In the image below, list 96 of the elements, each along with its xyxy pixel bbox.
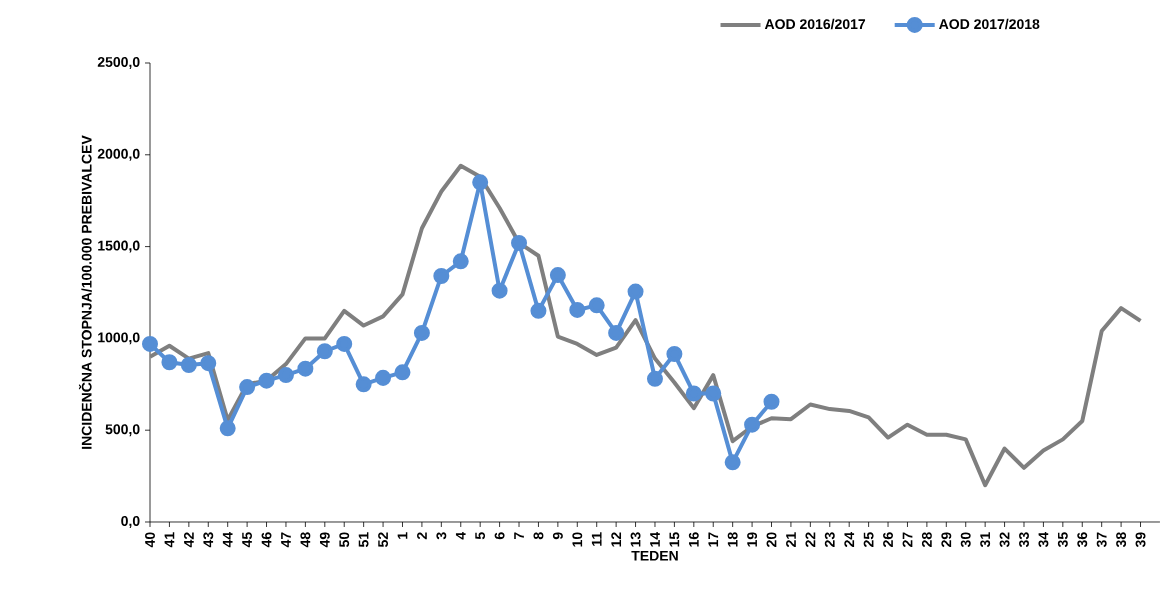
point [161, 354, 178, 371]
x-tick-label: 9 [552, 532, 563, 540]
x-tick-label: 7 [514, 532, 524, 540]
x-tick-label: 33 [1019, 532, 1029, 548]
point [511, 234, 528, 251]
x-tick-label: 41 [164, 532, 175, 548]
x-tick-label: 30 [960, 532, 971, 548]
x-tick-label: 22 [805, 532, 816, 547]
point [375, 369, 392, 386]
point [685, 385, 702, 402]
point [549, 267, 566, 284]
x-tick-label: 15 [669, 532, 680, 547]
point [142, 335, 158, 352]
x-tick-label: 21 [786, 532, 796, 547]
x-tick-label: 49 [319, 532, 330, 548]
point [530, 302, 547, 319]
point [608, 324, 625, 341]
x-tick-label: 40 [145, 532, 155, 548]
x-tick-label: 39 [1135, 532, 1146, 548]
x-tick-label: 11 [591, 532, 602, 546]
x-tick-label: 36 [1077, 532, 1088, 548]
x-tick-label: 1 [397, 532, 408, 539]
y-tick-label: 0,0 [121, 516, 140, 528]
y-tick-label: 1000,0 [98, 332, 140, 345]
legend-label: AOD 2016/2017 [764, 18, 866, 30]
y-axis-title: INCIDENČNA STOPNJA/100.000 PREBIVALCEV [78, 135, 92, 449]
x-axis-title: TEDEN [631, 550, 678, 561]
x-tick-label: 17 [708, 532, 719, 547]
line-series [150, 163, 1143, 488]
x-tick-label: 32 [999, 532, 1010, 548]
x-tick-label: 23 [824, 532, 835, 547]
x-tick-label: 8 [533, 532, 544, 540]
point [200, 355, 217, 372]
x-tick-label: 2 [417, 532, 427, 540]
x-tick-label: 27 [902, 532, 913, 547]
x-tick-label: 44 [222, 531, 233, 548]
point [239, 379, 256, 396]
point [763, 393, 780, 410]
point [705, 385, 722, 402]
x-tick-label: 51 [358, 532, 369, 547]
x-tick-label: 46 [261, 532, 272, 548]
point [491, 282, 508, 299]
x-tick-label: 25 [863, 532, 874, 547]
point [744, 416, 761, 433]
x-tick-label: 4 [455, 531, 466, 540]
point [297, 360, 314, 377]
x-tick-label: 35 [1057, 532, 1068, 548]
x-tick-label: 13 [630, 532, 641, 547]
x-tick-label: 14 [650, 531, 660, 547]
x-tick-label: 26 [883, 532, 893, 547]
x-tick-label: 12 [611, 532, 622, 547]
x-tick-label: 3 [436, 532, 447, 540]
x-tick-label: 18 [727, 532, 738, 547]
point [569, 301, 586, 318]
x-tick-label: 28 [921, 532, 932, 547]
x-tick-label: 29 [941, 532, 952, 547]
y-tick-label: 2500,0 [97, 57, 140, 69]
point [666, 346, 683, 362]
point [627, 283, 644, 300]
point [646, 370, 663, 387]
x-tick-label: 34 [1038, 531, 1049, 548]
x-tick-label: 42 [183, 532, 194, 548]
x-tick-label: 31 [980, 532, 991, 548]
x-tick-label: 45 [242, 532, 252, 548]
point [180, 357, 197, 374]
x-tick-label: 50 [339, 532, 350, 547]
x-tick-label: 38 [1116, 532, 1127, 548]
point [355, 376, 372, 393]
x-tick-label: 19 [747, 532, 758, 547]
x-tick-label: 52 [378, 532, 389, 547]
x-tick-label: 24 [844, 531, 855, 547]
point [394, 364, 411, 381]
y-tick-label: 500,0 [105, 424, 140, 437]
x-tick-label: 5 [475, 532, 486, 540]
x-tick-label: 16 [688, 532, 699, 547]
point [472, 174, 489, 191]
point [336, 335, 353, 352]
point [277, 367, 294, 384]
x-tick-label: 47 [281, 532, 291, 548]
x-tick-label: 48 [300, 532, 311, 548]
x-tick-label: 10 [572, 532, 583, 547]
y-tick-label: 1500,0 [98, 240, 140, 253]
x-tick-label: 43 [203, 532, 214, 548]
point [724, 454, 741, 471]
point [316, 343, 333, 360]
point [433, 267, 450, 284]
point [258, 372, 275, 389]
y-tick-label: 2000,0 [97, 148, 140, 161]
point [413, 324, 430, 341]
x-tick-label: 37 [1096, 532, 1107, 548]
point [588, 297, 605, 314]
point [452, 253, 469, 270]
x-tick-label: 20 [766, 532, 777, 547]
legend-label: AOD 2017/2018 [939, 18, 1040, 30]
point [219, 420, 236, 437]
x-tick-label: 6 [494, 532, 505, 540]
